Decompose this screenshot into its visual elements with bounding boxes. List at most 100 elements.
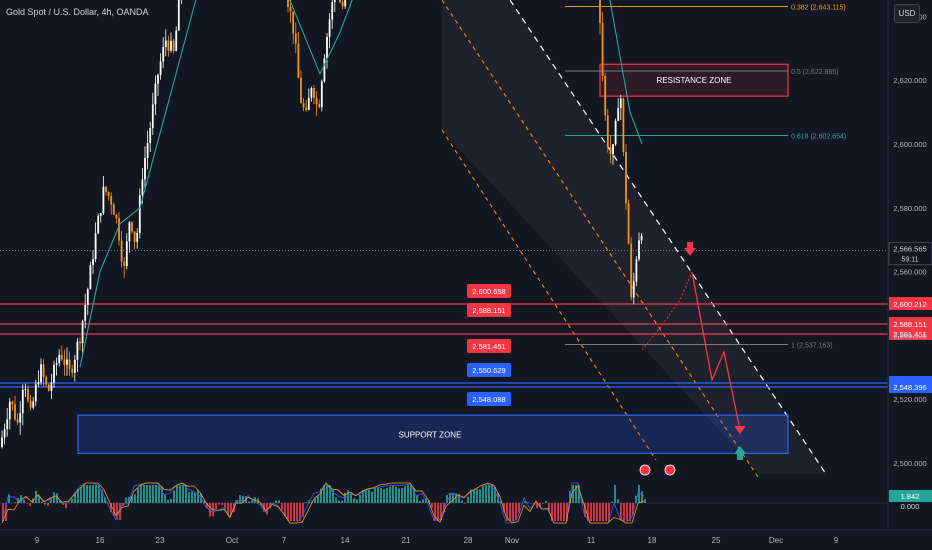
oscillator-bar: [266, 503, 268, 515]
candle-body: [37, 382, 40, 385]
y-tick-label: 2,600.000: [893, 140, 926, 149]
oscillator-bar: [203, 500, 205, 503]
oscillator-bar: [419, 501, 421, 503]
axis-level-label-0: 2,600.212: [893, 300, 926, 309]
oscillator-bar: [50, 497, 52, 503]
oscillator-macd-line: [1, 482, 645, 524]
oscillator-bar: [356, 499, 358, 503]
oscillator-bar: [146, 485, 148, 503]
candle-body: [617, 108, 620, 121]
oscillator-bar: [329, 485, 331, 503]
oscillator-bar: [545, 500, 547, 503]
oscillator-bar: [125, 497, 127, 503]
oscillator-bar: [383, 489, 385, 503]
oscillator-bar: [176, 485, 178, 503]
us-event-flag-icon[interactable]: [664, 464, 676, 476]
candle-body: [8, 401, 11, 420]
axis-level-label-4: 2,548.396: [893, 383, 926, 392]
candle-body: [107, 191, 110, 197]
oscillator-bar: [623, 503, 625, 521]
candle-body: [609, 147, 612, 155]
y-tick-label-partial: 2,540.000: [893, 331, 926, 340]
oscillator-bar: [554, 503, 556, 521]
oscillator-bar: [407, 485, 409, 503]
symbol-title: Gold Spot / U.S. Dollar, 4h, OANDA: [6, 7, 149, 17]
oscillator-bar: [461, 500, 463, 503]
oscillator-bar: [293, 503, 295, 521]
oscillator-bar: [8, 494, 10, 503]
x-tick-label: 11: [587, 536, 596, 545]
resistance-zone: [599, 63, 789, 97]
oscillator-bar: [152, 485, 154, 503]
oscillator-bar: [515, 503, 517, 521]
oscillator-bar: [299, 503, 301, 521]
candle-body: [14, 404, 16, 420]
oscillator-bar: [332, 489, 334, 503]
x-tick-label: 14: [341, 536, 350, 545]
candle-body: [55, 363, 58, 365]
candle-body: [287, 0, 289, 8]
fib-label-1: 0.382 (2,643.115): [791, 4, 846, 11]
oscillator-bar: [305, 501, 307, 503]
oscillator-bar: [131, 496, 133, 503]
oscillator-bar: [374, 488, 376, 503]
level-label-box-3: [467, 363, 511, 377]
candle-body: [53, 364, 55, 383]
oscillator-bar: [14, 502, 16, 503]
candle-body: [154, 83, 157, 105]
oscillator-bar: [602, 503, 604, 521]
oscillator-bar: [230, 503, 232, 516]
oscillator-bar: [449, 492, 451, 503]
oscillator-bar: [371, 491, 373, 503]
oscillator-bar: [578, 485, 580, 503]
candle-body: [164, 40, 167, 48]
candle-body: [138, 195, 141, 234]
oscillator-bar: [68, 502, 70, 504]
oscillator-bar: [62, 503, 64, 505]
oscillator-bar: [77, 488, 79, 503]
oscillator-bar: [467, 496, 469, 503]
oscillator-bar: [398, 488, 400, 503]
oscillator-bar: [470, 489, 472, 503]
oscillator-value-box: [889, 490, 932, 502]
candle-body: [118, 218, 120, 241]
oscillator-bar: [455, 493, 457, 503]
oscillator-bar: [458, 493, 460, 503]
candle-body: [638, 240, 640, 260]
oscillator-bar: [38, 495, 40, 503]
candle-body: [92, 259, 94, 265]
oscillator-bar: [119, 503, 121, 520]
oscillator-bar: [185, 485, 187, 503]
oscillator-bar: [599, 503, 601, 521]
candle-body: [50, 382, 53, 391]
oscillator-bar: [335, 497, 337, 503]
oscillator-bar: [224, 503, 226, 510]
oscillator-bar: [500, 500, 502, 503]
oscillator-bar: [248, 501, 250, 503]
candle-body: [131, 222, 133, 232]
oscillator-bar: [590, 503, 592, 521]
oscillator-bar: [479, 489, 481, 503]
x-tick-label: Oct: [226, 536, 239, 545]
axis-level-label-2: 2,581.451: [893, 330, 926, 339]
oscillator-bar: [353, 498, 355, 503]
oscillator-bar: [5, 503, 7, 521]
fib-label-2: 0.5 (2,622.885): [791, 69, 838, 76]
oscillator-bar: [56, 493, 58, 503]
oscillator-bar: [410, 485, 412, 503]
x-tick-label: 21: [402, 536, 411, 545]
x-tick-label: 23: [156, 536, 165, 545]
candle-body: [86, 289, 89, 305]
candle-body: [29, 400, 32, 408]
candle-body: [19, 413, 22, 423]
currency-button[interactable]: USD: [894, 4, 920, 23]
candle-body: [157, 74, 159, 84]
us-event-flag-icon[interactable]: [639, 464, 651, 476]
oscillator-bar: [491, 485, 493, 503]
candle-body: [6, 419, 9, 430]
oscillator-bar: [107, 503, 109, 504]
candle-body: [604, 75, 607, 116]
support-zone: [77, 414, 789, 455]
oscillator-bar: [101, 489, 103, 503]
